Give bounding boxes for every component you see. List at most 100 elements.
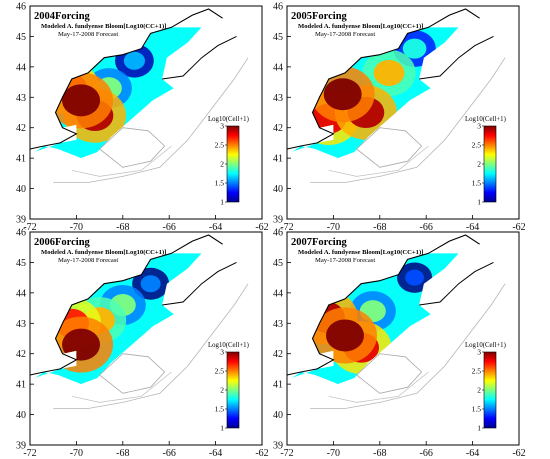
colorbar-tick-label: 1.5 xyxy=(215,179,225,188)
x-tick-label: -64 xyxy=(209,448,222,459)
colorbar-tick-label: 1.5 xyxy=(472,405,482,414)
colorbar-tick-label: 2 xyxy=(220,386,224,395)
coastline xyxy=(286,234,480,376)
bathymetry-contour xyxy=(53,283,249,409)
y-tick-label: 45 xyxy=(16,258,26,269)
x-tick-label: -64 xyxy=(209,222,222,233)
y-tick-label: 44 xyxy=(273,62,283,73)
colorbar-tick-label: 1.5 xyxy=(472,179,482,188)
y-tick-label: 44 xyxy=(273,288,283,299)
x-tick-label: -68 xyxy=(116,222,129,233)
x-tick-label: -70 xyxy=(327,448,340,459)
panel-subtitle: Modeled A. fundyense Bloom[Log10(CC+1)] xyxy=(298,249,423,256)
colorbar-label: Log10(Cell+1) xyxy=(465,116,506,123)
y-tick-label: 40 xyxy=(16,410,26,421)
y-tick-label: 44 xyxy=(16,288,26,299)
colorbar-label: Log10(Cell+1) xyxy=(465,342,506,349)
colorbar-tick-label: 3 xyxy=(220,348,224,357)
x-tick-label: -62 xyxy=(512,448,525,459)
panel-title: 2004Forcing xyxy=(34,11,91,22)
bathymetry-contour xyxy=(328,371,429,403)
colorbar-tick-label: 2.5 xyxy=(472,141,482,150)
y-tick-label: 40 xyxy=(273,410,283,421)
colorbar-tick-label: 2.5 xyxy=(472,367,482,376)
y-tick-label: 43 xyxy=(273,319,283,330)
coastline xyxy=(29,8,223,150)
x-tick-label: -70 xyxy=(70,222,83,233)
colorbar-tick-label: 3 xyxy=(477,348,481,357)
y-tick-label: 41 xyxy=(273,154,283,165)
y-tick-label: 43 xyxy=(16,93,26,104)
y-tick-label: 46 xyxy=(273,228,283,239)
bathymetry-contour xyxy=(356,127,423,168)
x-tick-label: -70 xyxy=(327,222,340,233)
x-tick-label: -66 xyxy=(163,448,176,459)
colorbar-tick-label: 2 xyxy=(477,386,481,395)
y-tick-label: 45 xyxy=(273,258,283,269)
y-tick-label: 42 xyxy=(273,349,283,360)
coastline xyxy=(162,261,237,306)
colorbar xyxy=(226,125,240,203)
panel-subtitle: Modeled A. fundyense Bloom[Log10(CC+1)] xyxy=(41,23,166,30)
map-panel: -72 -70 -68 -66 -64 -62 39 40 41 42 43 44 45 46 2006Fo… xyxy=(16,228,269,459)
y-tick-label: 39 xyxy=(16,441,26,452)
bloom-core xyxy=(140,275,161,293)
colorbar xyxy=(483,125,497,203)
bloom-core xyxy=(326,319,364,352)
colorbar xyxy=(483,351,497,429)
colorbar-tick-label: 1.5 xyxy=(215,405,225,414)
y-tick-label: 45 xyxy=(16,32,26,43)
forecast-date: May-17-2008 Forecast xyxy=(58,31,118,38)
y-tick-label: 46 xyxy=(16,2,26,13)
y-tick-label: 46 xyxy=(16,228,26,239)
colorbar-tick-label: 1 xyxy=(220,424,224,433)
map-frame xyxy=(29,231,263,446)
colorbar-tick-label: 2 xyxy=(220,160,224,169)
y-tick-label: 43 xyxy=(16,319,26,330)
panel-subtitle: Modeled A. fundyense Bloom[Log10(CC+1)] xyxy=(41,249,166,256)
forecast-date: May-17-2008 Forecast xyxy=(58,257,118,264)
y-tick-label: 39 xyxy=(273,215,283,226)
y-tick-label: 41 xyxy=(16,154,26,165)
coastline xyxy=(419,261,494,306)
forecast-date: May-17-2008 Forecast xyxy=(315,257,375,264)
y-tick-label: 44 xyxy=(16,62,26,73)
panel-title: 2007Forcing xyxy=(291,237,348,248)
x-tick-label: -66 xyxy=(420,448,433,459)
colorbar-tick-label: 1 xyxy=(477,424,481,433)
x-tick-label: -66 xyxy=(163,222,176,233)
colorbar-tick-label: 2.5 xyxy=(215,141,225,150)
x-tick-label: -64 xyxy=(466,448,479,459)
colorbar-tick-label: 1 xyxy=(477,198,481,207)
y-tick-label: 43 xyxy=(273,93,283,104)
colorbar-tick-label: 1 xyxy=(220,198,224,207)
x-tick-label: -72 xyxy=(23,222,36,233)
panel-title: 2005Forcing xyxy=(291,11,348,22)
bathymetry-contour xyxy=(356,353,423,394)
colorbar-tick-label: 3 xyxy=(477,122,481,131)
x-tick-label: -72 xyxy=(280,222,293,233)
map-panel: -72 -70 -68 -66 -64 -62 39 40 41 42 43 44 45 46 2007Fo… xyxy=(273,228,526,459)
bloom-core xyxy=(402,38,427,59)
y-tick-label: 39 xyxy=(16,215,26,226)
bloom-core xyxy=(62,84,101,117)
map-frame xyxy=(286,231,520,446)
panel-subtitle: Modeled A. fundyense Bloom[Log10(CC+1)] xyxy=(298,23,423,30)
x-tick-label: -66 xyxy=(420,222,433,233)
map-panel: -72 -70 -68 -66 -64 -62 39 40 41 42 43 44 45 46 2005Fo… xyxy=(273,2,526,234)
bathymetry-contour xyxy=(53,57,249,183)
map-frame xyxy=(286,5,520,220)
colorbar-label: Log10(Cell+1) xyxy=(208,116,249,123)
y-tick-label: 42 xyxy=(273,123,283,134)
bloom-core xyxy=(405,269,424,286)
panel-title: 2006Forcing xyxy=(34,237,91,248)
x-tick-label: -72 xyxy=(23,448,36,459)
bathymetry-contour xyxy=(328,145,429,177)
bathymetry-contour xyxy=(99,127,166,168)
colorbar-label: Log10(Cell+1) xyxy=(208,342,249,349)
colorbar xyxy=(226,351,240,429)
x-tick-label: -64 xyxy=(466,222,479,233)
x-tick-label: -68 xyxy=(373,222,386,233)
colorbar-tick-label: 3 xyxy=(220,122,224,131)
